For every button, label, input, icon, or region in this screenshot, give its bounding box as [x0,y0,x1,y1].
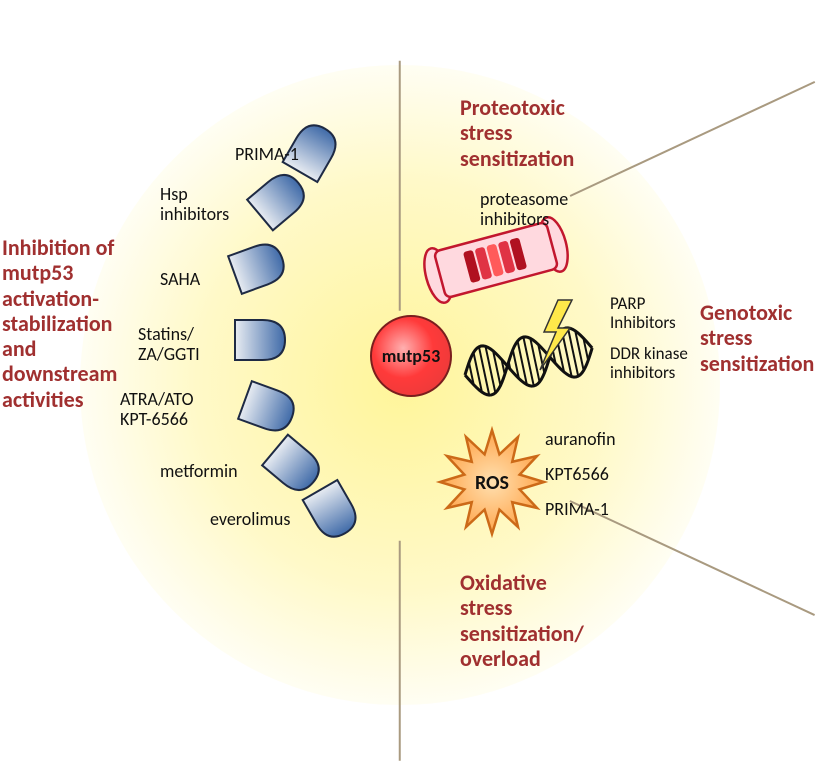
oxidative-label: PRIMA-1 [545,500,609,520]
inhibitor-label: Hspinhibitors [160,185,229,225]
inhibitor-label: SAHA [160,270,200,290]
diagram-stage: Inhibition ofmutp53activation-stabilizat… [0,0,825,777]
svg-text:ROS: ROS [475,471,509,495]
oxidative-label: KPT6566 [545,465,609,485]
inhibitor-label: PRIMA-1 [235,145,299,165]
inhibitor-label: everolimus [210,510,290,530]
genotoxic-label: PARPInhibitors [610,295,676,332]
ros-icon: ROS [430,420,554,544]
inhibitor-label: ATRA/ATOKPT-6566 [120,390,194,430]
oxidative-label: auranofin [545,430,616,450]
proteasome-label: proteasomeinhibitors [480,190,568,230]
inhibitor-label: Statins/ZA/GGTI [138,325,200,365]
mutp53-label: mutp53 [382,345,440,367]
genotoxic-label: DDR kinaseinhibitors [610,345,688,382]
mutp53-node: mutp53 [370,315,452,397]
inhibitor-label: metformin [160,462,238,482]
